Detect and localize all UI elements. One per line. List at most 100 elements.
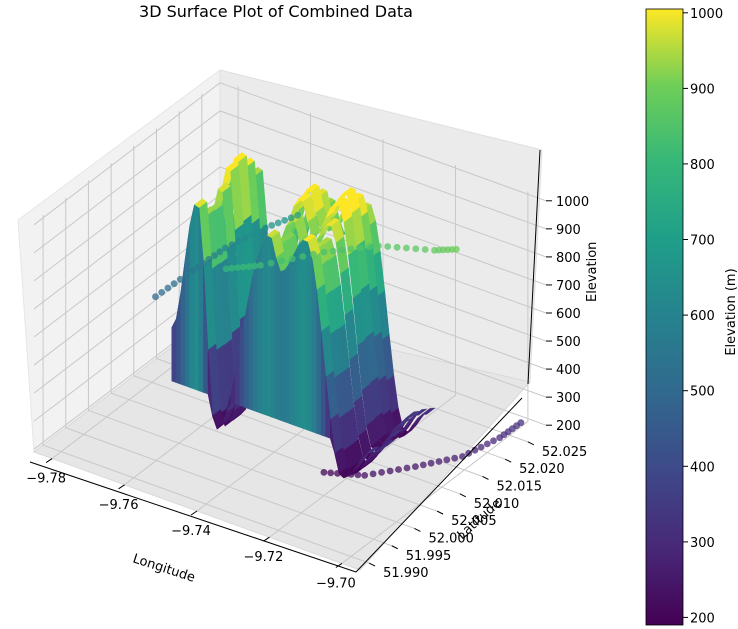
z-grid-line: [33, 138, 547, 282]
surface-side-facet: [302, 239, 308, 431]
track-point-high: [200, 259, 208, 267]
track-point-mid: [347, 245, 355, 253]
track-point-low: [490, 437, 497, 445]
track-point-high: [287, 214, 295, 222]
y-tick-label: 52.005: [451, 514, 497, 529]
y-tick-label: 52.020: [519, 462, 565, 477]
colorbar-label: Elevation (m): [724, 268, 738, 355]
x-axis-ticks: −9.78 −9.76 −9.74 −9.72 −9.70: [26, 458, 356, 591]
y-tick-label: 52.025: [542, 445, 588, 460]
y-axis-ticks: 51.990 51.995 52.000 52.005 52.010 52.015 52.0…: [368, 441, 588, 581]
x-tick-label: −9.70: [316, 576, 356, 591]
y-tick-mark: [527, 441, 535, 446]
x-tick-label: −9.72: [244, 550, 284, 565]
track-point-high: [176, 275, 184, 283]
track-point-mid: [278, 257, 286, 265]
x-tick-mark: [335, 563, 343, 568]
colorbar-tick-label: 800: [690, 158, 715, 173]
track-point-low: [427, 459, 435, 467]
track-point-low: [451, 454, 459, 462]
surface-facet: [373, 445, 388, 453]
surface-side-facet: [293, 244, 299, 428]
surface-facet: [421, 407, 436, 415]
track-point-mid: [393, 243, 401, 251]
chart-title: 3D Surface Plot of Combined Data: [139, 2, 413, 21]
colorbar-tick-label: 900: [690, 82, 715, 97]
colorbar-tick-label: 400: [690, 460, 715, 475]
surface-side-facet: [289, 253, 295, 426]
colorbar-tick-label: 500: [690, 385, 715, 400]
track-point-high: [228, 241, 236, 249]
track-point-high: [241, 234, 249, 242]
z-tick-label: 900: [556, 223, 581, 238]
track-point-mid: [228, 264, 236, 272]
track-point-low: [361, 472, 369, 479]
track-point-high: [294, 211, 302, 219]
surface-side-facet: [171, 318, 177, 384]
surface-side-facet: [366, 452, 372, 454]
track-point-mid: [267, 259, 275, 267]
x-tick-mark: [45, 458, 53, 463]
track-point-mid: [338, 246, 346, 254]
track-point-low: [369, 470, 377, 478]
y-grid-line: [42, 215, 370, 564]
track-point-high: [221, 244, 229, 252]
surface-side-facet: [207, 350, 213, 416]
surface-facet: [397, 418, 412, 426]
surface-side-facet: [284, 262, 290, 424]
colorbar-tick-label: 1000: [690, 7, 723, 22]
colorbar-tick-label: 300: [690, 536, 715, 551]
track-point-low: [477, 443, 485, 451]
colorbar-tick-label: 700: [690, 234, 715, 249]
track-point-mid: [365, 243, 373, 251]
z-tick-label: 600: [556, 307, 581, 322]
track-point-mid: [288, 255, 296, 263]
surface-side-facet: [275, 257, 281, 421]
track-point-mid: [403, 244, 410, 252]
surface-side-facet: [253, 254, 259, 413]
track-point-low: [419, 461, 427, 469]
track-point-high: [205, 255, 213, 263]
colorbar-ticks: 200 300 400 500 600 700 800 900 1000: [683, 7, 723, 626]
track-point-high: [194, 263, 202, 271]
surface-side-facet: [311, 258, 318, 434]
z-grid-line: [33, 82, 547, 226]
z-grid-line: [33, 166, 547, 310]
y-tick-mark: [504, 458, 512, 463]
track-point-high: [274, 219, 282, 227]
track-point-low: [459, 453, 466, 460]
track-point-low: [403, 464, 411, 472]
elevation-tracks: [152, 211, 525, 479]
y-axis-line: [355, 397, 523, 573]
y-tick-label: 52.010: [474, 497, 520, 512]
track-point-low: [395, 466, 402, 473]
track-point-high: [268, 222, 276, 229]
axis-lines: [29, 149, 541, 573]
z-tick-label: 800: [556, 251, 581, 266]
track-point-mid: [251, 262, 259, 270]
z-tick-label: 1000: [556, 195, 589, 210]
x-tick-mark: [118, 484, 125, 490]
track-point-low: [517, 419, 525, 427]
x-tick-label: −9.74: [171, 524, 211, 539]
track-point-high: [255, 227, 262, 235]
track-point-mid: [222, 265, 230, 273]
track-point-high: [281, 217, 289, 224]
track-point-low: [435, 458, 443, 465]
colorbar: 200 300 400 500 600 700 800 900 1000 Elevation (…: [645, 7, 738, 626]
track-point-mid: [384, 243, 392, 250]
track-point-low: [354, 471, 362, 479]
surface-side-facet: [248, 273, 254, 411]
y-tick-mark: [436, 510, 444, 515]
track-point-low: [327, 469, 335, 477]
axes-panes: [17, 69, 543, 571]
x-axis-line: [29, 461, 357, 573]
track-point-mid: [310, 250, 317, 258]
track-point-high: [248, 231, 256, 239]
track-point-low: [412, 463, 419, 470]
track-point-mid: [239, 263, 247, 271]
y-tick-mark: [368, 562, 376, 567]
y-tick-label: 51.995: [406, 549, 452, 564]
y-tick-mark: [482, 476, 489, 480]
